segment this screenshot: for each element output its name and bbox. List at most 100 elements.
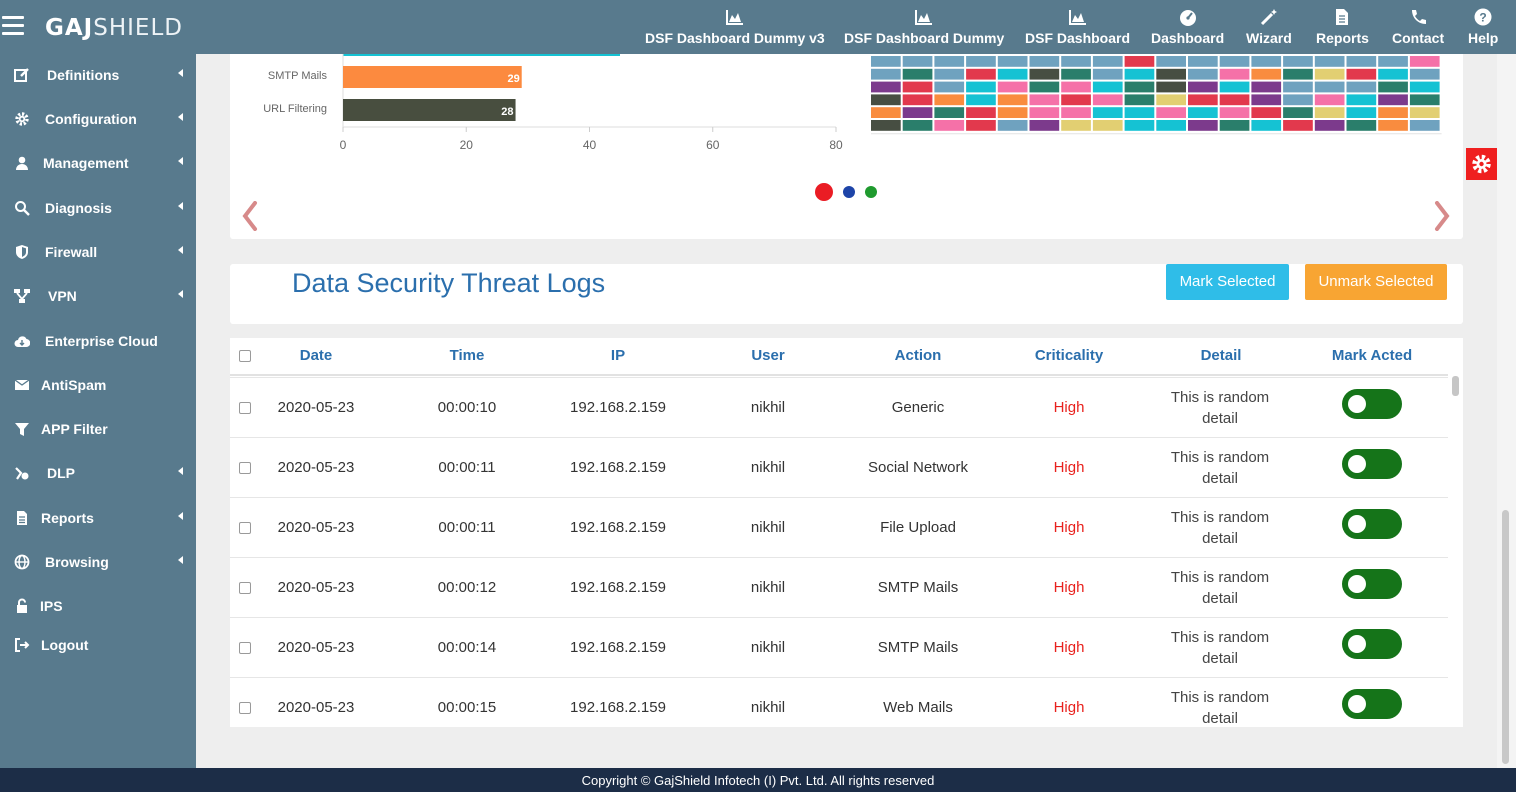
heatmap-cell: [1378, 120, 1408, 131]
heatmap-cell: [1156, 120, 1186, 131]
nav-dsf-dashboard[interactable]: DSF Dashboard: [1025, 8, 1130, 46]
heatmap-cell: [934, 81, 965, 93]
sidebar-item-vpn[interactable]: VPN: [0, 281, 196, 311]
heatmap-cell: [902, 81, 933, 93]
sidebar-item-ips[interactable]: IPS: [0, 591, 196, 621]
carousel-dot[interactable]: [843, 186, 855, 198]
column-header-mark-acted[interactable]: Mark Acted: [1331, 347, 1413, 364]
column-header-time[interactable]: Time: [449, 347, 485, 364]
heatmap-cell: [1124, 81, 1155, 93]
nav-wizard[interactable]: Wizard: [1246, 8, 1292, 46]
nav-reports[interactable]: Reports: [1316, 8, 1369, 46]
heatmap-cell: [1092, 68, 1123, 80]
time-cell: 00:00:15: [437, 699, 497, 716]
sidebar-item-firewall[interactable]: Firewall: [0, 237, 196, 267]
heatmap-cell: [1124, 68, 1155, 80]
heatmap-cell: [902, 107, 933, 118]
carousel-indicators: [815, 183, 895, 203]
row-checkbox[interactable]: [239, 462, 251, 474]
question-icon: ?: [1474, 8, 1492, 26]
row-checkbox[interactable]: [239, 582, 251, 594]
column-header-detail[interactable]: Detail: [1200, 347, 1242, 364]
heatmap-cell: [902, 56, 933, 67]
nav-dsf-dashboard-dummy-v3[interactable]: DSF Dashboard Dummy v3: [645, 8, 825, 46]
heatmap-cell: [1409, 56, 1440, 67]
heatmap-cell: [1188, 120, 1218, 131]
heatmap-cell: [871, 94, 901, 106]
sidebar-item-dlp[interactable]: DLP: [0, 458, 196, 488]
page-scrollbar-thumb[interactable]: [1502, 510, 1509, 764]
area-chart-icon: [725, 10, 743, 25]
column-header-user[interactable]: User: [751, 347, 785, 364]
heatmap-cell: [997, 120, 1028, 131]
column-header-date[interactable]: Date: [299, 347, 333, 364]
chevron-left-icon: [178, 556, 183, 564]
criticality-cell: High: [1053, 699, 1085, 716]
heatmap-cell: [1029, 120, 1060, 131]
settings-button[interactable]: [1466, 148, 1497, 180]
nav-contact[interactable]: Contact: [1392, 8, 1444, 46]
sidebar-item-reports[interactable]: Reports: [0, 503, 196, 533]
toggle-knob: [1348, 695, 1366, 713]
unmark-selected-button[interactable]: Unmark Selected: [1305, 264, 1447, 300]
time-cell: 00:00:10: [437, 399, 497, 416]
document-icon: [1336, 9, 1349, 25]
mark-acted-toggle[interactable]: [1342, 389, 1402, 419]
table-scrollbar[interactable]: [1452, 376, 1459, 396]
sidebar-item-logout[interactable]: Logout: [0, 630, 196, 660]
sidebar-item-definitions[interactable]: Definitions: [0, 60, 196, 90]
carousel-dot[interactable]: [865, 186, 877, 198]
row-checkbox[interactable]: [239, 642, 251, 654]
sidebar-item-browsing[interactable]: Browsing: [0, 547, 196, 577]
chevron-left-icon: [178, 69, 183, 77]
envelope-icon: [14, 379, 30, 390]
detail-cell: This is random detail: [1170, 509, 1270, 547]
sidebar-item-configuration[interactable]: Configuration: [0, 104, 196, 134]
carousel-dot[interactable]: [815, 183, 833, 201]
heatmap-cell: [1092, 120, 1123, 131]
mark-acted-toggle[interactable]: [1342, 449, 1402, 479]
carousel-next-icon[interactable]: [1432, 201, 1452, 231]
select-all-checkbox[interactable]: [239, 350, 251, 362]
mark-acted-toggle[interactable]: [1342, 629, 1402, 659]
nav-dsf-dashboard-dummy[interactable]: DSF Dashboard Dummy: [844, 8, 1004, 46]
row-checkbox[interactable]: [239, 522, 251, 534]
hamburger-menu-icon[interactable]: [2, 16, 24, 36]
row-checkbox[interactable]: [239, 402, 251, 414]
heatmap-cell: [934, 94, 965, 106]
mark-acted-toggle[interactable]: [1342, 689, 1402, 719]
chevron-left-icon: [178, 512, 183, 520]
action-cell: SMTP Mails: [877, 639, 959, 656]
nav-help[interactable]: ? Help: [1468, 8, 1498, 46]
column-header-ip[interactable]: IP: [610, 347, 626, 364]
heatmap-cell: [934, 107, 965, 118]
nav-dashboard[interactable]: Dashboard: [1151, 8, 1224, 46]
page-title: Data Security Threat Logs: [292, 268, 606, 298]
chart-carousel-card: SMTP Mails 29 URL Filtering 28 0 20 40 60 80: [230, 54, 1463, 239]
table-row: 2020-05-23 00:00:15 192.168.2.159 nikhil Web…: [230, 677, 1448, 727]
sidebar-item-diagnosis[interactable]: Diagnosis: [0, 193, 196, 223]
toggle-knob: [1348, 635, 1366, 653]
row-checkbox[interactable]: [239, 702, 251, 714]
mark-acted-toggle[interactable]: [1342, 569, 1402, 599]
carousel-prev-icon[interactable]: [240, 201, 260, 231]
sidebar-item-antispam[interactable]: AntiSpam: [0, 370, 196, 400]
mark-selected-button[interactable]: Mark Selected: [1166, 264, 1289, 300]
sidebar-item-enterprise-cloud[interactable]: Enterprise Cloud: [0, 326, 196, 356]
heatmap-cell: [1124, 120, 1155, 131]
action-cell: Social Network: [867, 459, 969, 476]
action-cell: File Upload: [880, 519, 956, 536]
heatmap-cell: [1251, 68, 1282, 80]
mark-acted-toggle[interactable]: [1342, 509, 1402, 539]
heatmap-cell: [1283, 56, 1313, 67]
heatmap-cell: [1188, 107, 1218, 118]
page-scrollbar[interactable]: [1497, 54, 1516, 768]
heatmap-cell: [1314, 56, 1345, 67]
heatmap-cell: [966, 56, 996, 67]
column-header-action[interactable]: Action: [894, 347, 942, 364]
user-cell: nikhil: [750, 699, 786, 716]
sidebar-item-app-filter[interactable]: APP Filter: [0, 414, 196, 444]
heatmap-cell: [871, 120, 901, 131]
sidebar-item-management[interactable]: Management: [0, 148, 196, 178]
column-header-criticality[interactable]: Criticality: [1034, 347, 1104, 364]
